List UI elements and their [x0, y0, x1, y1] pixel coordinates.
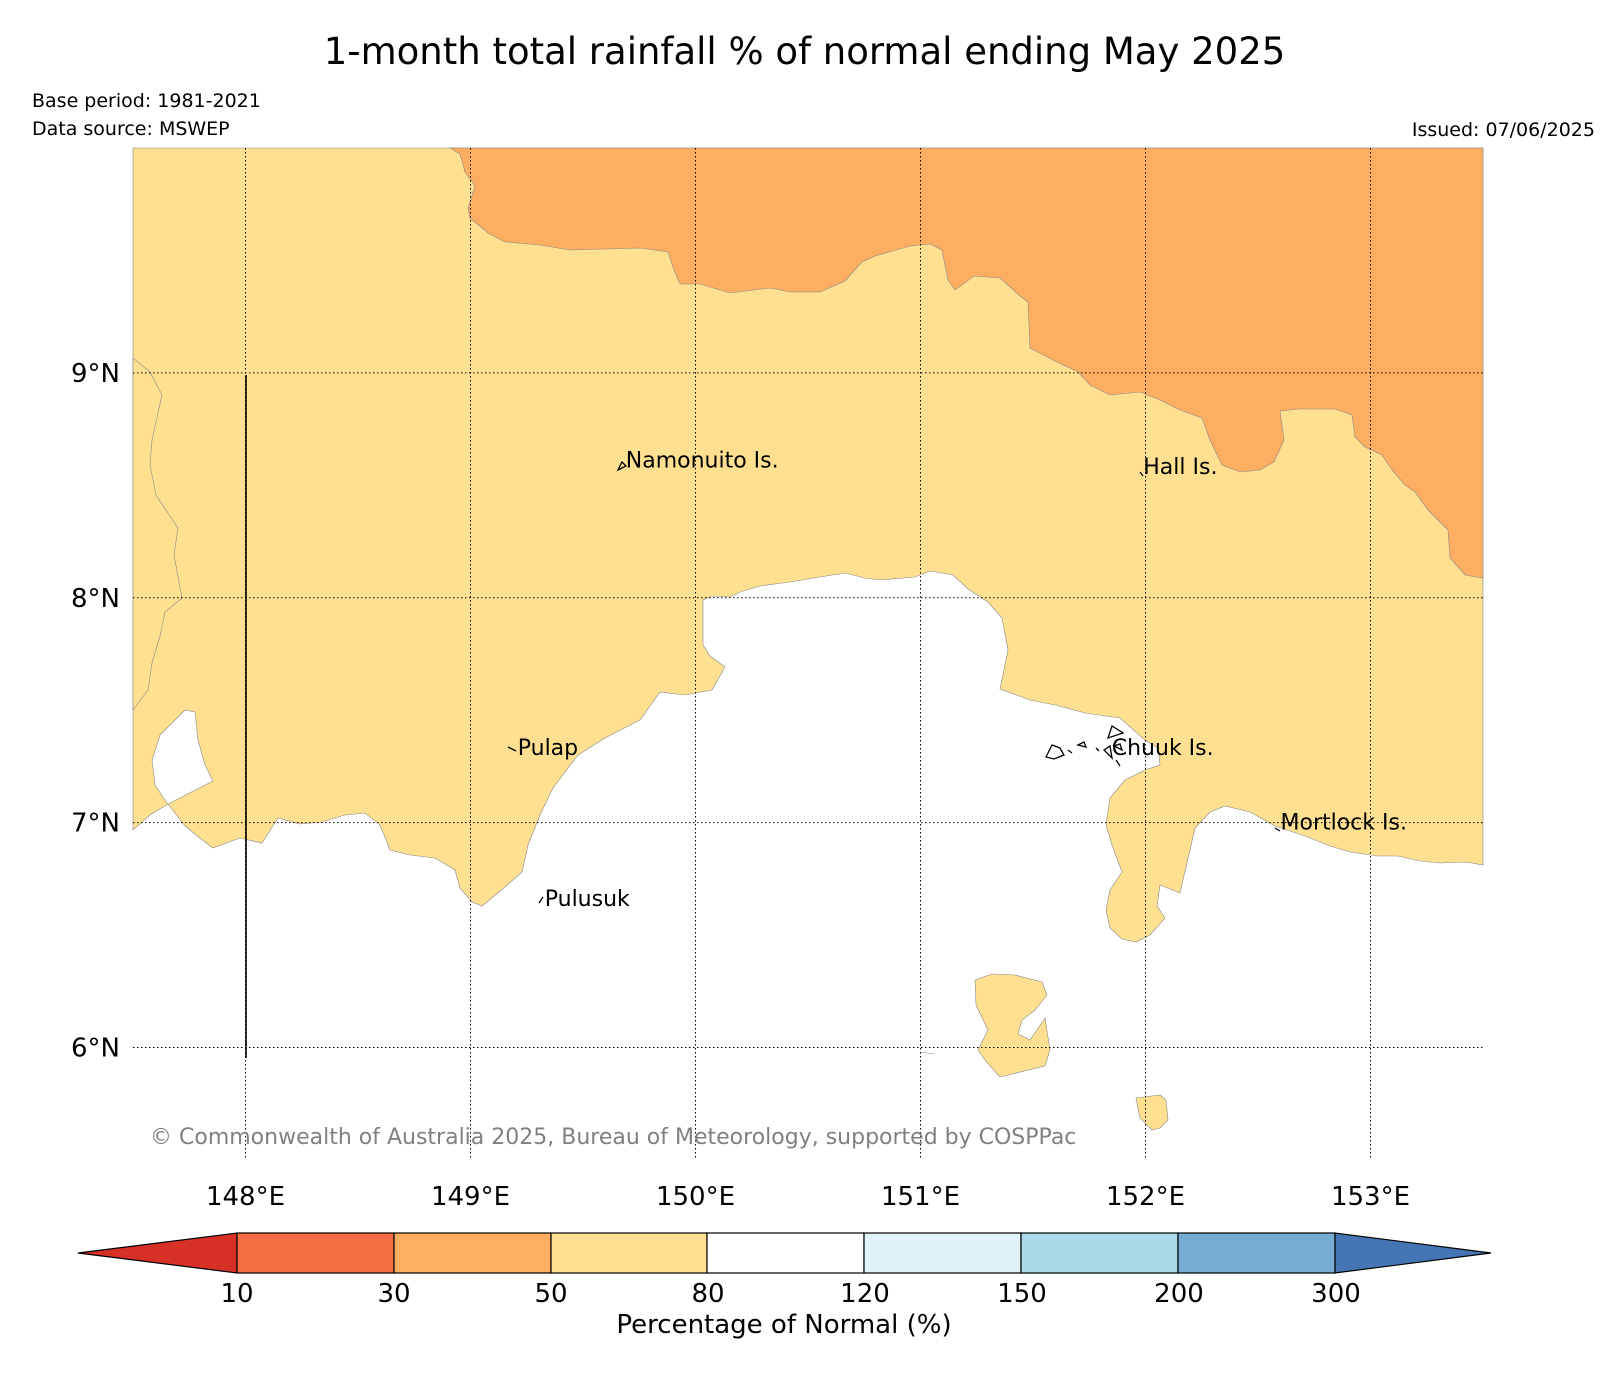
lat-tick-label: 8°N [71, 584, 120, 614]
colorbar-segment-120-150 [863, 1232, 1022, 1274]
rainfall-region-30-50 [448, 147, 1484, 579]
data-source: Data source: MSWEP [32, 118, 230, 140]
chuuk-islet-4 [1112, 743, 1124, 752]
rainfall-region-50-80-islet-a [974, 973, 1051, 1078]
chuuk-islet-7 [1095, 747, 1100, 752]
chuuk-islet-5 [1115, 759, 1121, 767]
lat-tick-label: 9°N [71, 359, 120, 389]
rainfall-region-50-80-islet-b [1135, 1094, 1169, 1131]
gridlines [133, 148, 1483, 1160]
lat-tick-label: 7°N [71, 809, 120, 839]
chuuk-west-islet [1045, 744, 1065, 760]
colorbar-tick-label: 120 [840, 1279, 890, 1309]
mortlock-islet [1274, 827, 1281, 832]
latitude-labels: 9°N 8°N 7°N 6°N [71, 359, 120, 1064]
colorbar-segment-50-80 [550, 1232, 708, 1274]
lat-tick-label: 6°N [71, 1034, 120, 1064]
colorbar-tick-label: 30 [377, 1279, 410, 1309]
island-outlines [507, 460, 1281, 904]
colorbar-tick-label: 300 [1311, 1279, 1361, 1309]
issued-date: Issued: 07/06/2025 [1411, 119, 1595, 141]
colorbar-tick-label: 200 [1154, 1279, 1204, 1309]
hall-islet [1139, 471, 1144, 477]
lon-tick-label: 149°E [431, 1182, 510, 1212]
colorbar-extend-high [1334, 1232, 1492, 1274]
pulusuk-islet [538, 896, 544, 904]
longitude-labels: 148°E 149°E 150°E 151°E 152°E 153°E [206, 1182, 1410, 1212]
pulap-islet [507, 746, 517, 752]
colorbar-extend-low [77, 1232, 238, 1274]
colorbar-tick-label: 80 [691, 1279, 724, 1309]
colorbar-tick-label: 10 [220, 1279, 253, 1309]
place-label: Namonuito Is. [626, 448, 779, 473]
colorbar-label: Percentage of Normal (%) [616, 1310, 951, 1340]
place-label: Mortlock Is. [1281, 810, 1407, 835]
copyright-notice: © Commonwealth of Australia 2025, Bureau… [150, 1125, 1076, 1150]
colorbar-segment-10-30 [236, 1232, 395, 1274]
namonuito-islet [616, 460, 628, 472]
lon-tick-label: 150°E [656, 1182, 735, 1212]
colorbar-segment-200-300 [1177, 1232, 1336, 1274]
chuuk-islet-6 [1067, 749, 1073, 754]
chart-title: 1-month total rainfall % of normal endin… [323, 30, 1286, 73]
colorbar-segment-80-120 [706, 1232, 865, 1274]
lon-tick-label: 152°E [1106, 1182, 1185, 1212]
place-label: Hall Is. [1143, 455, 1217, 480]
lon-tick-label: 153°E [1331, 1182, 1410, 1212]
chuuk-islet-2 [1076, 741, 1088, 748]
map-panel: Namonuito Is. Hall Is. Pulap Chuuk Is. Mortl… [71, 147, 1484, 1212]
colorbar: 10 30 50 80 120 150 200 300 Percentage of Norma… [77, 1232, 1492, 1340]
place-label: Chuuk Is. [1112, 736, 1214, 761]
place-label: Pulap [518, 736, 578, 761]
colorbar-tick-label: 150 [997, 1279, 1047, 1309]
lon-tick-label: 151°E [881, 1182, 960, 1212]
base-period: Base period: 1981-2021 [32, 90, 261, 112]
chuuk-lagoon-islet [1106, 725, 1125, 740]
chuuk-islet-3 [1102, 744, 1113, 760]
rainfall-region-50-80-west-edge [132, 357, 183, 711]
colorbar-tick-label: 50 [534, 1279, 567, 1309]
colorbar-segment-30-50 [393, 1232, 552, 1274]
colorbar-tick-labels: 10 30 50 80 120 150 200 300 [220, 1279, 1360, 1309]
region-80-120-west [151, 709, 214, 805]
place-label: Pulusuk [545, 887, 630, 912]
place-labels: Namonuito Is. Hall Is. Pulap Chuuk Is. Mortl… [518, 448, 1407, 912]
lon-tick-label: 148°E [206, 1182, 285, 1212]
colorbar-segment-150-200 [1020, 1232, 1179, 1274]
